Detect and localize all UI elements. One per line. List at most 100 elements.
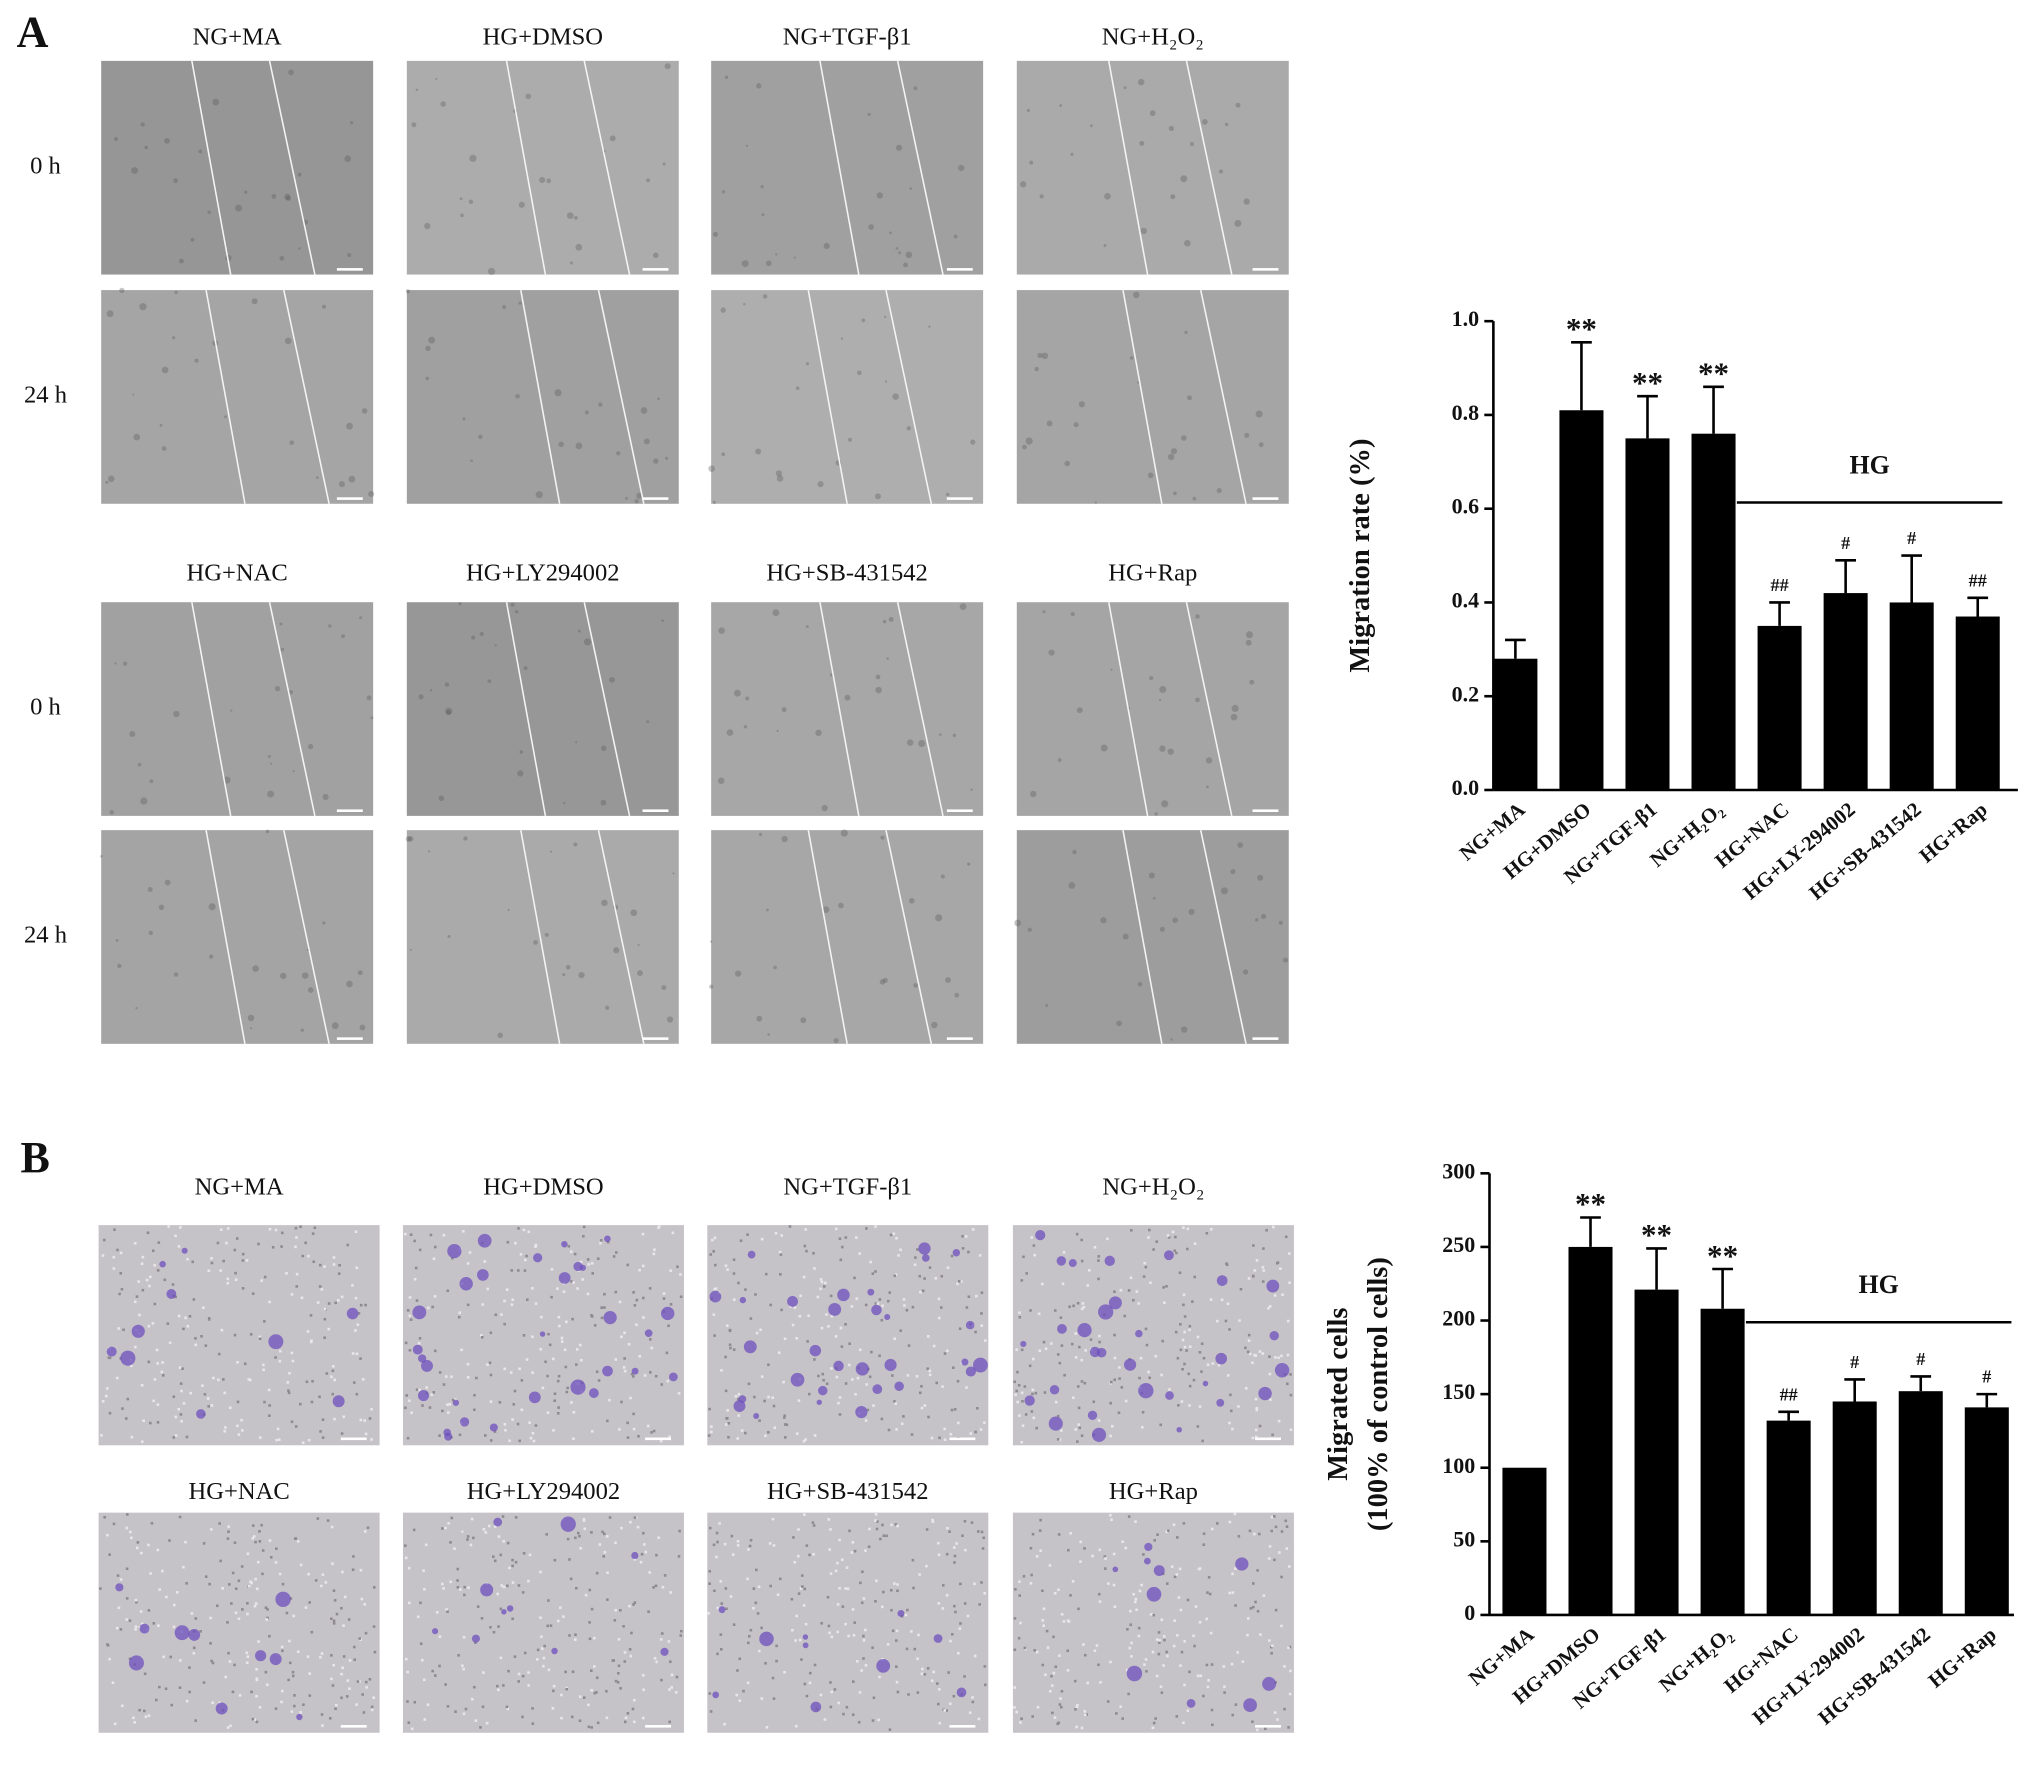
pore [829,1294,833,1298]
pore [660,1678,663,1682]
pore [151,1249,155,1253]
stained-cell [573,1261,583,1272]
stained-cell [1269,1331,1279,1341]
debris [212,98,220,106]
bar [1964,1407,2009,1615]
pore [862,1634,865,1638]
pore [364,1680,368,1684]
pore [1220,1298,1224,1302]
pore [602,1555,606,1558]
pore [134,1598,138,1602]
pore [746,1681,750,1685]
pore [372,1696,376,1699]
pore [542,1656,546,1660]
debris [776,475,784,482]
pore [207,1318,211,1321]
pore [149,1275,152,1279]
pore [834,1227,838,1231]
debris [1282,957,1289,963]
pore [953,1408,957,1411]
pore [1132,1592,1135,1596]
pore [235,1237,239,1240]
pore [321,1436,325,1439]
pore [620,1526,623,1530]
pore [851,1608,855,1611]
pore [637,1434,640,1438]
pore [720,1369,723,1372]
pore [546,1374,549,1378]
pore [1099,1681,1102,1684]
debris [575,243,583,251]
pore [552,1689,555,1693]
pore [1121,1717,1124,1720]
pore [1097,1663,1100,1667]
debris [135,1007,138,1010]
debris [1219,169,1224,174]
pore [332,1619,336,1623]
stained-cell [480,1583,494,1597]
pore [1222,1665,1226,1668]
pore [416,1615,420,1619]
pore [1237,1534,1241,1538]
debris [1224,122,1229,127]
error-bar [1580,1216,1601,1247]
pore [441,1582,444,1586]
pore [498,1400,502,1404]
pore [1074,1428,1078,1431]
pore [948,1530,951,1533]
pore [1042,1607,1046,1611]
pore [1263,1727,1267,1731]
pore [980,1530,984,1534]
pore [1188,1324,1192,1328]
pore [534,1424,538,1427]
pore [820,1280,824,1284]
pore [737,1397,740,1401]
pore [1098,1334,1101,1338]
pore [1223,1685,1226,1689]
pore [1268,1372,1272,1376]
pore [579,1260,583,1264]
debris [178,258,184,264]
pore [812,1524,816,1527]
pore [719,1633,723,1636]
pore [336,1299,340,1302]
pore [872,1404,875,1407]
pore [415,1299,419,1302]
pore [120,1287,124,1291]
debris [463,836,468,841]
pore [1280,1354,1283,1358]
x-tick-label: HG+Rap [1916,799,1992,868]
debris [1154,812,1158,816]
scale-bar [642,268,669,271]
pore [949,1639,952,1643]
pore [540,1647,544,1650]
pore [280,1700,283,1704]
debris [119,287,125,294]
debris [882,619,887,624]
pore [757,1585,761,1589]
pore [905,1308,909,1312]
pore [252,1535,256,1538]
pore [147,1714,151,1717]
pore [254,1540,257,1544]
pore [226,1281,230,1285]
stained-cell [631,1551,639,1560]
pore [447,1411,450,1414]
pore [234,1611,238,1615]
pore [759,1328,762,1332]
stained-cell [668,1372,678,1382]
pore [525,1254,528,1258]
pore [299,1225,302,1229]
pore [659,1638,663,1641]
pore [575,1348,579,1351]
stained-cell [561,1240,568,1248]
pore [877,1718,880,1722]
pore [1175,1573,1179,1576]
pore [407,1721,411,1724]
pore [749,1317,753,1320]
pore [552,1429,555,1432]
pore [1057,1588,1060,1592]
y-tick-label: 250 [1442,1232,1475,1257]
pore [319,1430,322,1433]
pore [161,1569,164,1573]
